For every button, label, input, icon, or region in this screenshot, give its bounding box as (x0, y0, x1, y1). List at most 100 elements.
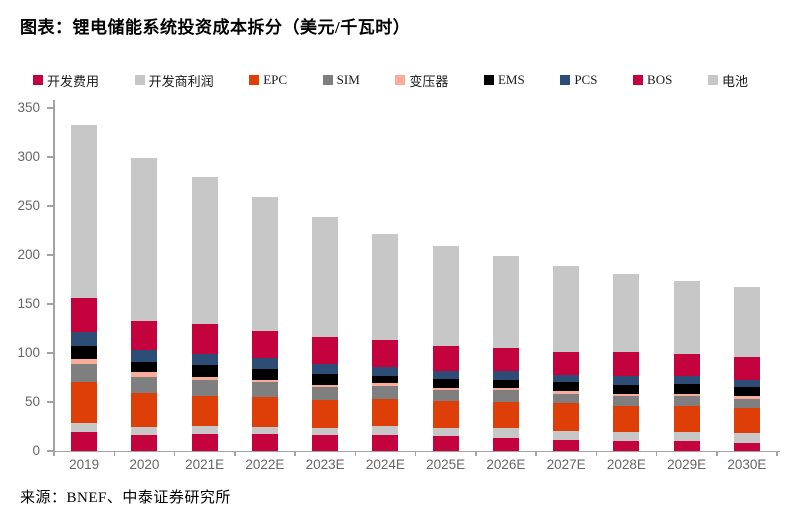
bar-segment-SIM (131, 376, 158, 394)
bar-segment-PCS (613, 375, 640, 386)
bar-segment-电池 (71, 124, 98, 299)
x-axis-tick (294, 451, 296, 456)
bar-segment-电池 (432, 246, 459, 347)
x-tick-label-2021E: 2021E (185, 457, 225, 472)
x-axis-tick (173, 451, 176, 456)
bar-segment-SIM (432, 390, 459, 402)
bar-segment-SIM (71, 363, 98, 383)
bar-segment-EPC (191, 396, 218, 426)
bar-slot-2027E (536, 100, 596, 451)
bar-segment-PCS (131, 350, 158, 362)
y-axis-line (53, 100, 55, 451)
bar-segment-开发商利润 (492, 428, 519, 439)
bar-segment-开发费用 (492, 438, 519, 451)
bar-segment-PCS (492, 370, 519, 380)
bar-segment-SIM (312, 387, 339, 401)
bar-segment-开发费用 (131, 435, 158, 451)
bar-segment-开发费用 (71, 432, 98, 451)
bar-segment-开发商利润 (613, 432, 640, 442)
bar-segment-BOS (191, 323, 218, 355)
bar-segment-开发商利润 (733, 433, 760, 444)
legend-label: 变压器 (409, 73, 449, 89)
x-tick-label-2019: 2019 (69, 457, 100, 472)
x-tick-label-2023E: 2023E (305, 457, 345, 472)
bar-segment-SIM (613, 396, 640, 406)
bar-segment-BOS (251, 330, 278, 358)
bar-segment-开发费用 (553, 440, 580, 451)
bar-slot-2020 (114, 100, 174, 451)
bar-segment-变压器 (613, 394, 640, 397)
x-tick-label-2030E: 2030E (727, 457, 767, 472)
y-axis-tick (47, 303, 53, 305)
bar-segment-PCS (553, 374, 580, 383)
legend-item-变压器: 变压器 (395, 71, 448, 90)
x-axis-tick (414, 451, 417, 456)
chart-title: 图表：锂电储能系统投资成本拆分（美元/千瓦时） (20, 18, 411, 37)
bar-slot-2025E (416, 100, 476, 451)
bar-segment-变压器 (673, 394, 700, 397)
bar-segment-开发商利润 (71, 422, 98, 433)
stacked-bar-2019 (71, 124, 98, 451)
y-axis-tick (47, 107, 53, 109)
y-tick-label: 0 (32, 443, 40, 458)
x-axis-tick (113, 451, 115, 456)
chart-legend: 开发费用 开发商利润 EPC SIM 变压器 EMS PCS BOS 电池 (33, 71, 748, 90)
x-tick-label-2020: 2020 (129, 457, 160, 472)
x-axis-tick (655, 451, 658, 456)
bar-segment-EMS (553, 382, 580, 392)
x-axis-tick (53, 451, 55, 456)
bar-slot-2021E (175, 100, 235, 451)
bar-segment-PCS (71, 332, 98, 347)
bar-segment-开发费用 (432, 436, 459, 451)
bar-slot-2023E (295, 100, 355, 451)
bar-segment-电池 (733, 287, 760, 357)
legend-swatch-icon (322, 75, 333, 85)
x-axis-tick (354, 451, 356, 456)
bar-segment-BOS (553, 352, 580, 375)
bar-segment-BOS (733, 356, 760, 380)
bar-segment-变压器 (733, 396, 760, 400)
stacked-bar-2030E (733, 287, 760, 451)
bar-segment-BOS (613, 352, 640, 376)
bar-segment-开发费用 (372, 435, 399, 451)
bar-slot-2024E (355, 100, 415, 451)
bar-segment-EMS (492, 379, 519, 389)
bar-segment-EMS (251, 368, 278, 380)
bar-segment-变压器 (251, 379, 278, 383)
bar-segment-EPC (492, 402, 519, 429)
bar-segment-SIM (251, 382, 278, 398)
bar-segment-EMS (613, 385, 640, 395)
y-tick-label: 150 (17, 296, 40, 311)
bar-segment-EPC (733, 407, 760, 434)
legend-label: 开发费用 (47, 73, 100, 89)
bar-segment-电池 (131, 158, 158, 321)
bar-segment-EPC (131, 393, 158, 427)
stacked-bar-2021E (191, 176, 218, 451)
bar-slot-2022E (235, 100, 295, 451)
bar-segment-电池 (613, 273, 640, 353)
bar-segment-EPC (71, 382, 98, 423)
y-axis-tick (47, 352, 53, 354)
y-tick-label: 100 (17, 345, 40, 360)
bar-segment-开发商利润 (251, 426, 278, 435)
x-tick-label-2024E: 2024E (365, 457, 405, 472)
x-tick-label-2022E: 2022E (245, 457, 285, 472)
bar-segment-EPC (553, 403, 580, 432)
bar-segment-EMS (312, 373, 339, 386)
x-tick-label-2029E: 2029E (667, 457, 707, 472)
bar-segment-开发商利润 (131, 426, 158, 436)
bar-segment-EMS (372, 375, 399, 384)
bar-segment-开发费用 (733, 443, 760, 451)
legend-swatch-icon (249, 75, 260, 85)
bar-segment-开发费用 (191, 434, 218, 451)
x-axis-tick (595, 451, 597, 456)
legend-label: EMS (497, 72, 525, 87)
bar-segment-EPC (613, 405, 640, 433)
x-tick-label-2025E: 2025E (426, 457, 466, 472)
y-axis-tick (47, 156, 53, 158)
bar-segment-SIM (492, 390, 519, 403)
legend-label: 电池 (721, 73, 748, 89)
bar-segment-PCS (673, 375, 700, 385)
y-tick-label: 300 (17, 149, 40, 164)
